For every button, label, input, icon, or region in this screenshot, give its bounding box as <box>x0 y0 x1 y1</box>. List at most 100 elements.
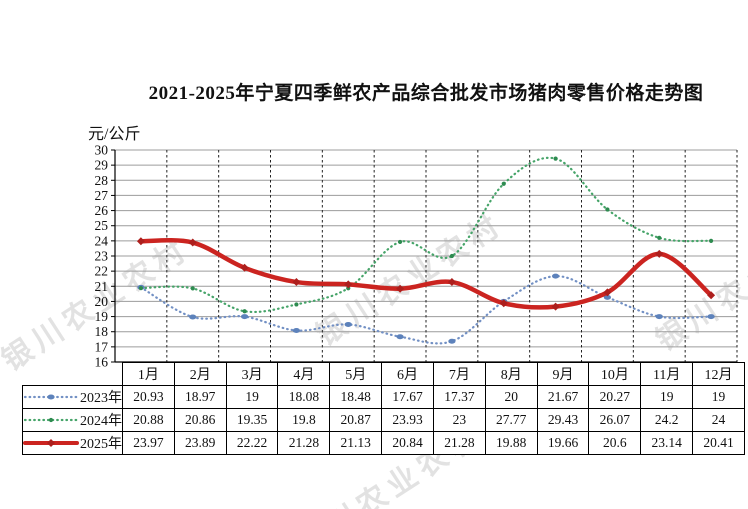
watermark-text: 银川农业农村 <box>310 207 510 353</box>
value-cell: 27.77 <box>484 408 538 432</box>
y-tick-label: 29 <box>95 158 109 173</box>
data-point-marker <box>242 309 247 314</box>
value-cell: 19 <box>692 385 745 409</box>
value-cell: 17.67 <box>381 385 434 409</box>
month-header-cell: 5月 <box>329 362 383 386</box>
y-tick-label: 21 <box>95 279 109 294</box>
data-point-marker <box>447 278 456 287</box>
value-cell: 18.08 <box>277 385 331 409</box>
legend-marker-icon <box>47 394 55 400</box>
data-point-marker <box>396 334 404 340</box>
value-cell: 20.27 <box>588 385 642 409</box>
legend-label: 2025年 <box>80 437 122 452</box>
data-point-marker <box>605 207 610 212</box>
data-point-marker <box>346 286 351 291</box>
data-point-marker <box>603 294 612 300</box>
y-tick-label: 19 <box>95 309 109 324</box>
month-header-cell: 4月 <box>277 362 331 386</box>
value-cell: 18.48 <box>329 385 383 409</box>
value-cell: 21.28 <box>432 431 486 455</box>
legend-line-sample-2025年 <box>23 439 79 447</box>
data-point-marker <box>603 288 612 297</box>
value-cell: 20.6 <box>588 431 642 455</box>
table-row-2024年: 2024年 20.88 20.86 19.35 19.8 20.87 23.93 23 27.7… <box>22 408 745 432</box>
month-header-cell: 6月 <box>381 362 434 386</box>
chart-data-table: 1月 2月 3月 4月 5月 6月 7月 8月 9月 10月 11月 12月 2023年 20.93 18.… <box>22 362 745 455</box>
data-point-marker <box>136 237 145 246</box>
y-tick-label: 22 <box>95 264 109 279</box>
value-cell: 20.87 <box>329 408 383 432</box>
legend-cell-2023年: 2023年 <box>22 385 123 409</box>
value-cell: 17.37 <box>432 385 486 409</box>
month-header-cell: 8月 <box>484 362 538 386</box>
y-tick-label: 20 <box>95 294 109 309</box>
value-cell: 24.2 <box>640 408 694 432</box>
data-point-marker <box>294 302 299 307</box>
month-header-cell: 12月 <box>692 362 745 386</box>
table-row-2023年: 2023年 20.93 18.97 19 18.08 18.48 17.67 17.37 20 2… <box>22 385 745 409</box>
value-cell: 20.93 <box>122 385 175 409</box>
y-tick-label: 27 <box>95 188 109 203</box>
month-header-cell: 1月 <box>122 362 175 386</box>
value-cell: 19 <box>640 385 694 409</box>
table-corner-spacer <box>23 363 123 386</box>
value-cell: 20.84 <box>381 431 434 455</box>
value-cell: 20 <box>484 385 538 409</box>
value-cell: 18.97 <box>173 385 227 409</box>
data-point-marker <box>551 273 560 279</box>
data-point-marker <box>344 280 353 289</box>
data-point-marker <box>449 253 455 259</box>
value-cell: 23.93 <box>381 408 434 432</box>
y-tick-label: 26 <box>95 203 109 218</box>
legend-cell-2025年: 2025年 <box>22 431 123 455</box>
value-cell: 21.28 <box>277 431 331 455</box>
value-cell: 20.88 <box>122 408 175 432</box>
value-cell: 23.89 <box>173 431 227 455</box>
value-cell: 23.97 <box>122 431 175 455</box>
data-point-marker <box>188 238 197 247</box>
value-cell: 21.13 <box>329 431 383 455</box>
value-cell: 19.8 <box>277 408 331 432</box>
data-point-marker <box>500 298 508 304</box>
data-point-marker <box>190 286 195 291</box>
value-cell: 29.43 <box>536 408 590 432</box>
y-tick-label: 25 <box>95 218 109 233</box>
y-tick-label: 17 <box>95 339 109 354</box>
value-cell: 20.86 <box>173 408 227 432</box>
data-point-marker <box>292 278 301 287</box>
data-point-marker <box>707 314 715 320</box>
watermark-text: 银川农业农村 <box>0 232 196 378</box>
y-axis-unit-label: 元/公斤 <box>88 126 141 143</box>
month-header-cell: 11月 <box>640 362 694 386</box>
y-tick-label: 23 <box>95 249 109 264</box>
y-tick-label: 30 <box>95 143 109 158</box>
series-line-2024年 <box>139 156 713 314</box>
value-cell: 20.41 <box>692 431 745 455</box>
table-row-2025年: 2025年 23.97 23.89 22.22 21.28 21.13 20.84 21.28… <box>22 431 745 455</box>
data-point-marker <box>137 284 145 290</box>
data-point-marker <box>396 284 405 293</box>
value-cell: 19.66 <box>536 431 590 455</box>
data-point-marker <box>708 238 714 243</box>
data-point-marker <box>292 328 301 334</box>
table-header-row: 1月 2月 3月 4月 5月 6月 7月 8月 9月 10月 11月 12月 <box>23 362 745 386</box>
y-tick-label: 24 <box>95 233 109 248</box>
data-point-marker <box>501 181 506 186</box>
data-point-marker <box>448 338 456 344</box>
value-cell: 23 <box>432 408 486 432</box>
value-cell: 22.22 <box>225 431 279 455</box>
data-point-marker <box>344 321 352 327</box>
value-cell: 19.35 <box>225 408 279 432</box>
chart-title: 2021-2025年宁夏四季鲜农产品综合批发市场猪肉零售价格走势图 <box>148 83 704 104</box>
data-point-marker <box>553 156 558 161</box>
value-cell: 19.88 <box>484 431 538 455</box>
legend-marker-icon <box>47 439 55 447</box>
watermark-text: 银川农业农村 <box>650 212 748 358</box>
legend-line-sample-2024年 <box>23 417 79 423</box>
legend-label: 2023年 <box>80 391 122 406</box>
data-point-marker <box>240 314 249 320</box>
y-tick-label: 18 <box>95 324 109 339</box>
data-point-marker <box>499 299 508 308</box>
y-tick-label: 28 <box>95 173 109 188</box>
